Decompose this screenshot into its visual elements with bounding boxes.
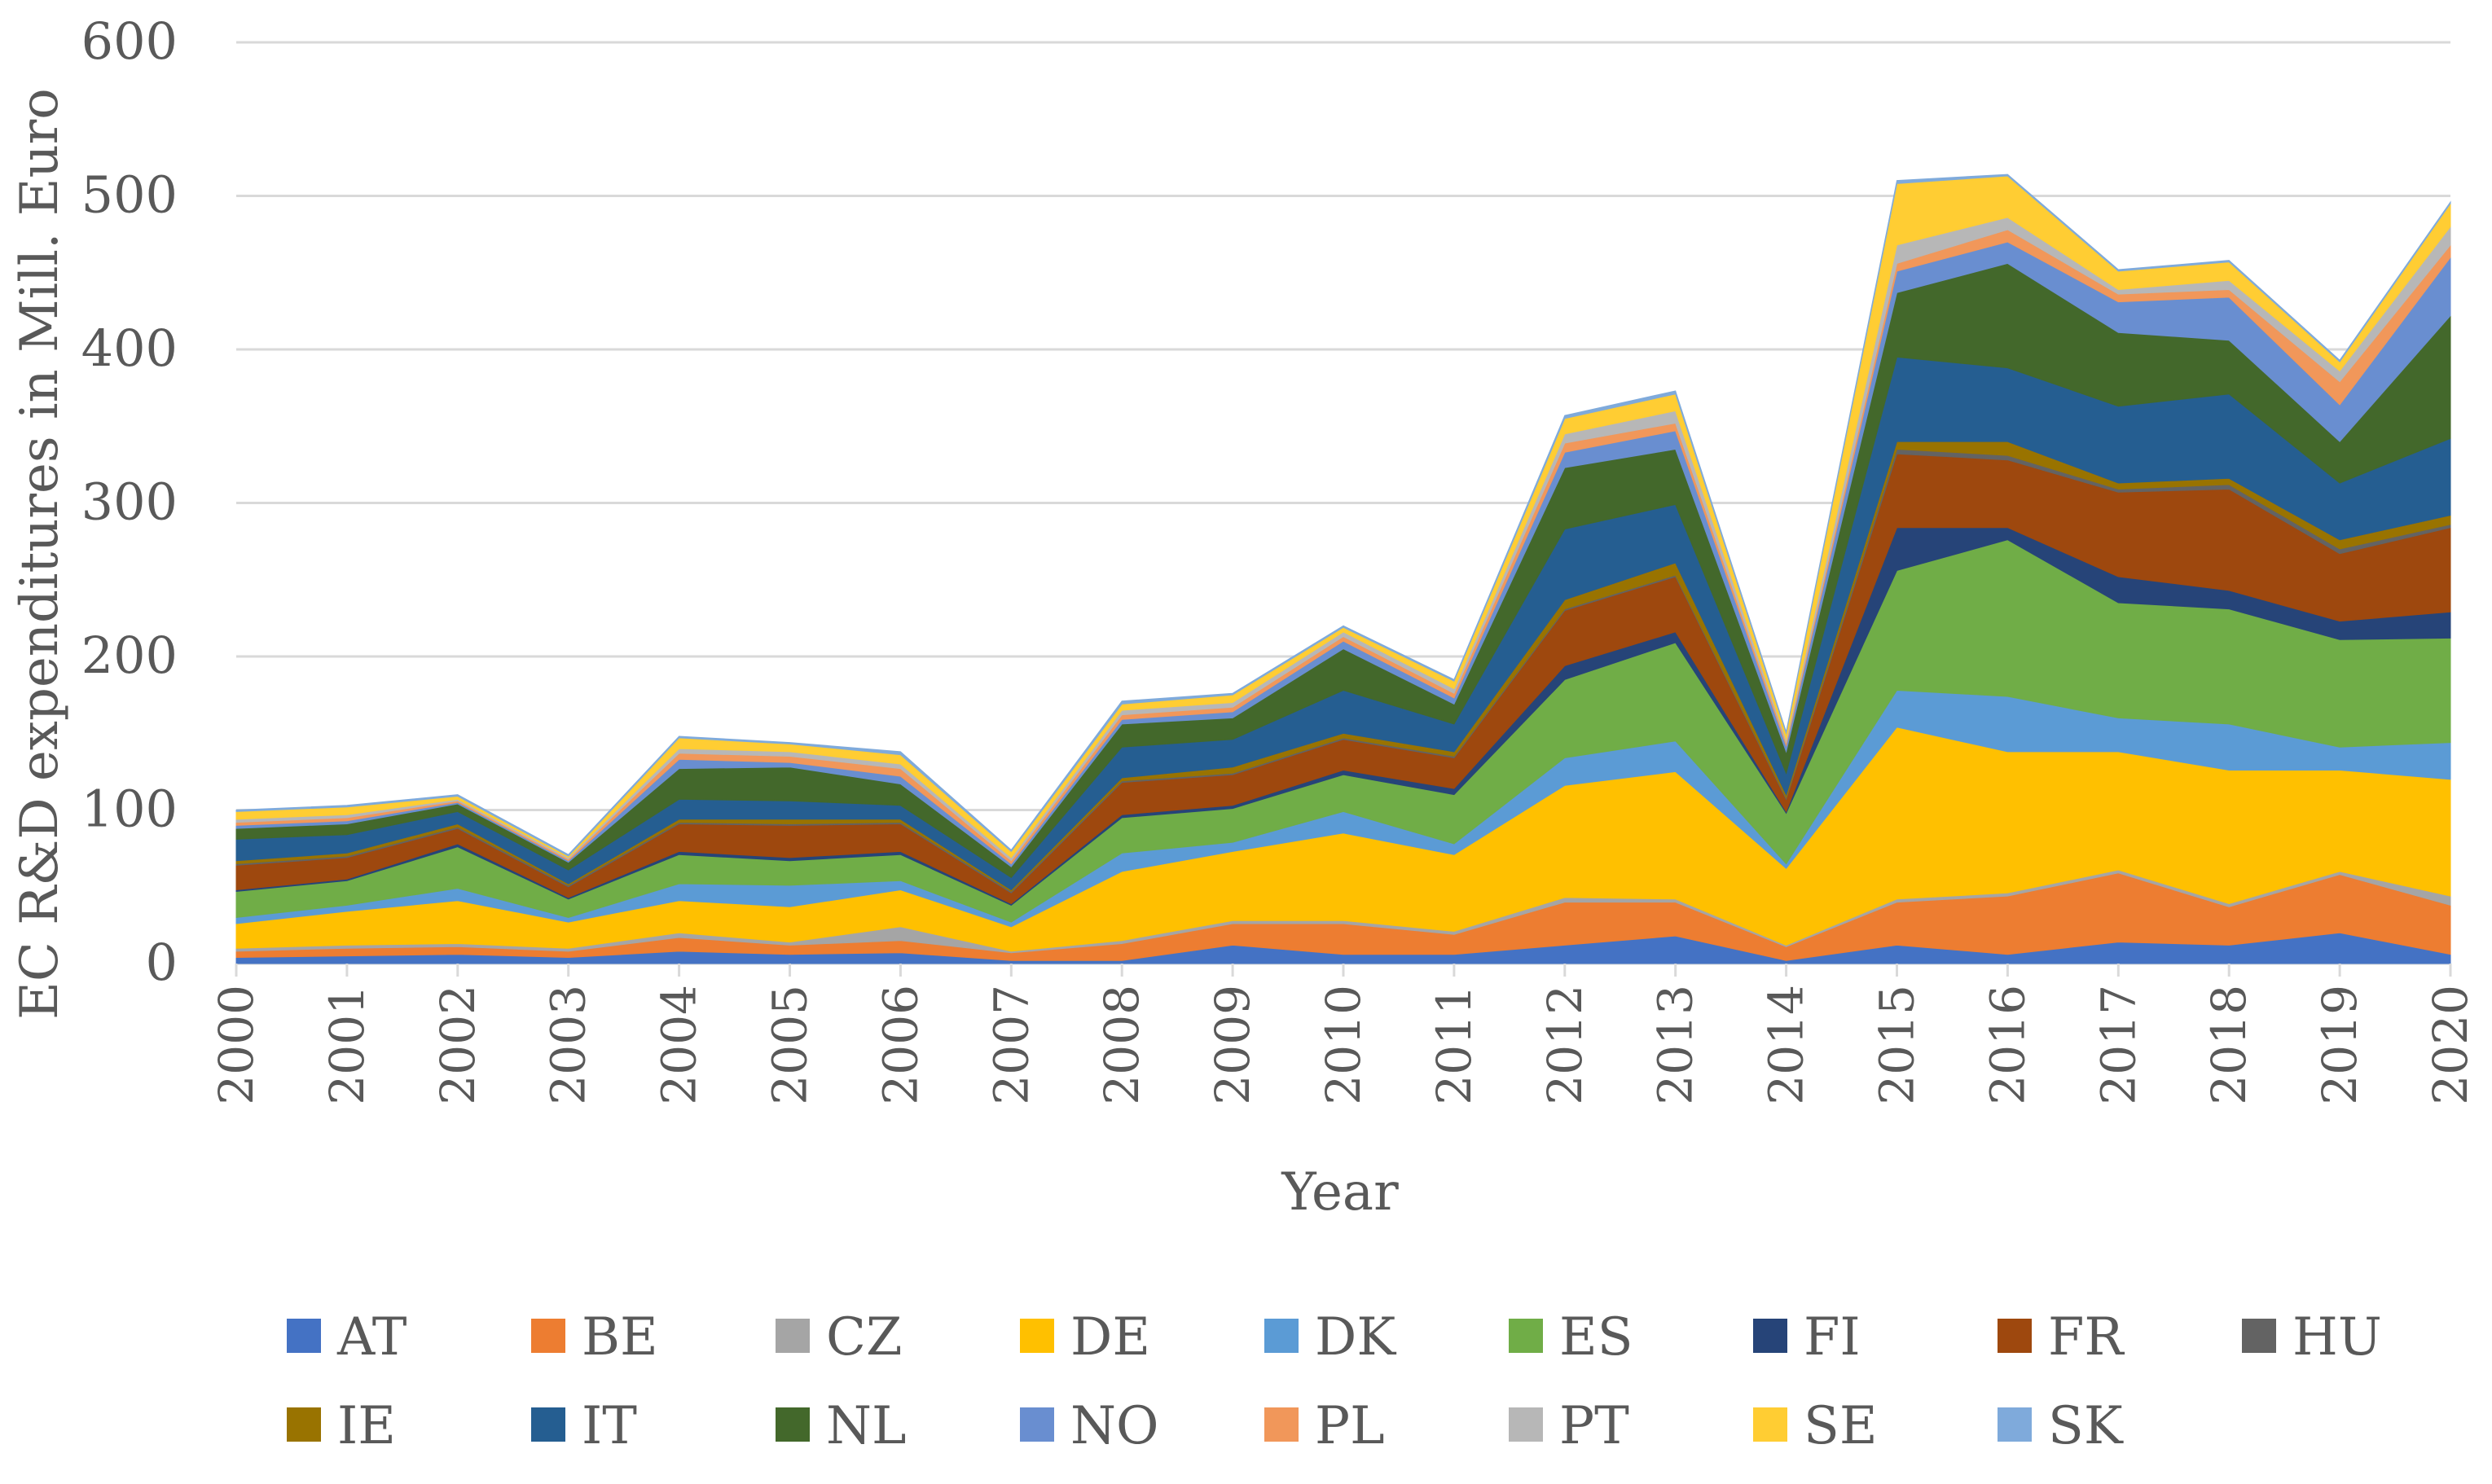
x-tick-label: 2020 [2423, 985, 2478, 1105]
legend-item-no: NO [1020, 1396, 1158, 1456]
legend-item-it: IT [531, 1396, 637, 1456]
y-axis-ticks: 0 100 200 300 400 500 600 [81, 11, 178, 992]
x-tick-label: 2019 [2312, 985, 2367, 1105]
x-tick-label: 2004 [652, 985, 707, 1105]
x-tick-label: 2013 [1648, 985, 1703, 1105]
legend-item-fi: FI [1753, 1307, 1861, 1368]
legend-label: FI [1804, 1307, 1861, 1368]
legend-swatch [1264, 1319, 1299, 1353]
legend-swatch [287, 1319, 321, 1353]
x-tick-label: 2007 [983, 985, 1039, 1105]
legend-item-fr: FR [1998, 1307, 2125, 1368]
legend-item-dk: DK [1264, 1307, 1396, 1368]
legend-item-pl: PL [1264, 1396, 1385, 1456]
legend-swatch [776, 1319, 810, 1353]
legend-label: PT [1559, 1396, 1629, 1456]
legend-item-at: AT [287, 1307, 407, 1368]
y-tick-label: 400 [81, 318, 178, 378]
legend-item-es: ES [1509, 1307, 1633, 1368]
legend-swatch [1753, 1407, 1787, 1442]
y-tick-label: 100 [81, 779, 178, 839]
legend-swatch [1509, 1319, 1543, 1353]
legend-label: IE [337, 1396, 396, 1456]
x-tick-label: 2018 [2201, 985, 2257, 1105]
x-axis-title: Year [1281, 1162, 1399, 1223]
x-tick-label: 2006 [872, 985, 928, 1105]
legend-label: NL [826, 1396, 907, 1456]
area-sk [235, 173, 2451, 857]
legend-item-se: SE [1753, 1396, 1878, 1456]
legend-label: BE [582, 1307, 658, 1368]
legend-label: IT [582, 1396, 637, 1456]
x-tick-label: 2017 [2090, 985, 2146, 1105]
legend-swatch [2242, 1319, 2276, 1353]
x-tick-label: 2003 [541, 985, 596, 1105]
legend-swatch [287, 1407, 321, 1442]
legend-swatch [1998, 1407, 2032, 1442]
x-tick-label: 2014 [1759, 985, 1814, 1105]
y-axis-title: EC R&D expenditures in Mill. Euro [10, 88, 70, 1020]
legend-swatch [1264, 1407, 1299, 1442]
x-tick-label: 2011 [1426, 985, 1482, 1105]
legend-label: AT [336, 1307, 407, 1368]
legend-swatch [531, 1407, 565, 1442]
legend-swatch [531, 1319, 565, 1353]
legend-item-pt: PT [1509, 1396, 1629, 1456]
legend-label: DE [1070, 1307, 1150, 1368]
legend-swatch [1753, 1319, 1787, 1353]
area-series [235, 173, 2451, 964]
legend-swatch [1020, 1319, 1054, 1353]
legend-item-be: BE [531, 1307, 658, 1368]
legend-label: DK [1315, 1307, 1396, 1368]
legend-label: ES [1559, 1307, 1633, 1368]
x-tick-label: 2008 [1094, 985, 1149, 1105]
legend-label: CZ [826, 1307, 902, 1368]
x-tick-label: 2002 [430, 985, 486, 1105]
legend-swatch [1998, 1319, 2032, 1353]
x-tick-label: 2001 [319, 985, 375, 1105]
legend-item-ie: IE [287, 1396, 396, 1456]
legend-item-de: DE [1020, 1307, 1150, 1368]
legend: AT BE CZ DE DK ES FI FR HU IE IT NL NO PL PT SE SK [287, 1307, 2382, 1456]
legend-item-cz: CZ [776, 1307, 902, 1368]
x-tick-label: 2015 [1870, 985, 1925, 1105]
legend-item-nl: NL [776, 1396, 907, 1456]
y-tick-label: 0 [146, 933, 178, 992]
legend-label: NO [1070, 1396, 1158, 1456]
legend-label: PL [1315, 1396, 1385, 1456]
legend-swatch [1509, 1407, 1543, 1442]
legend-swatch [776, 1407, 810, 1442]
y-tick-label: 200 [81, 626, 178, 685]
x-tick-label: 2005 [763, 985, 818, 1105]
legend-swatch [1020, 1407, 1054, 1442]
legend-label: SE [1804, 1396, 1878, 1456]
y-tick-label: 500 [81, 165, 178, 225]
legend-item-sk: SK [1998, 1396, 2124, 1456]
x-tick-label: 2010 [1316, 985, 1371, 1105]
x-axis-ticks: 2000 2001 2002 2003 2004 2005 2006 2007 2008 2009… [209, 964, 2478, 1105]
y-tick-label: 300 [81, 472, 178, 532]
x-tick-label: 2016 [1980, 985, 2035, 1105]
legend-label: SK [2048, 1396, 2124, 1456]
legend-label: HU [2292, 1307, 2382, 1368]
legend-item-hu: HU [2242, 1307, 2382, 1368]
legend-label: FR [2048, 1307, 2125, 1368]
y-tick-label: 600 [81, 11, 178, 71]
x-tick-label: 2012 [1537, 985, 1593, 1105]
x-tick-label: 2000 [209, 985, 264, 1105]
x-tick-label: 2009 [1205, 985, 1260, 1105]
